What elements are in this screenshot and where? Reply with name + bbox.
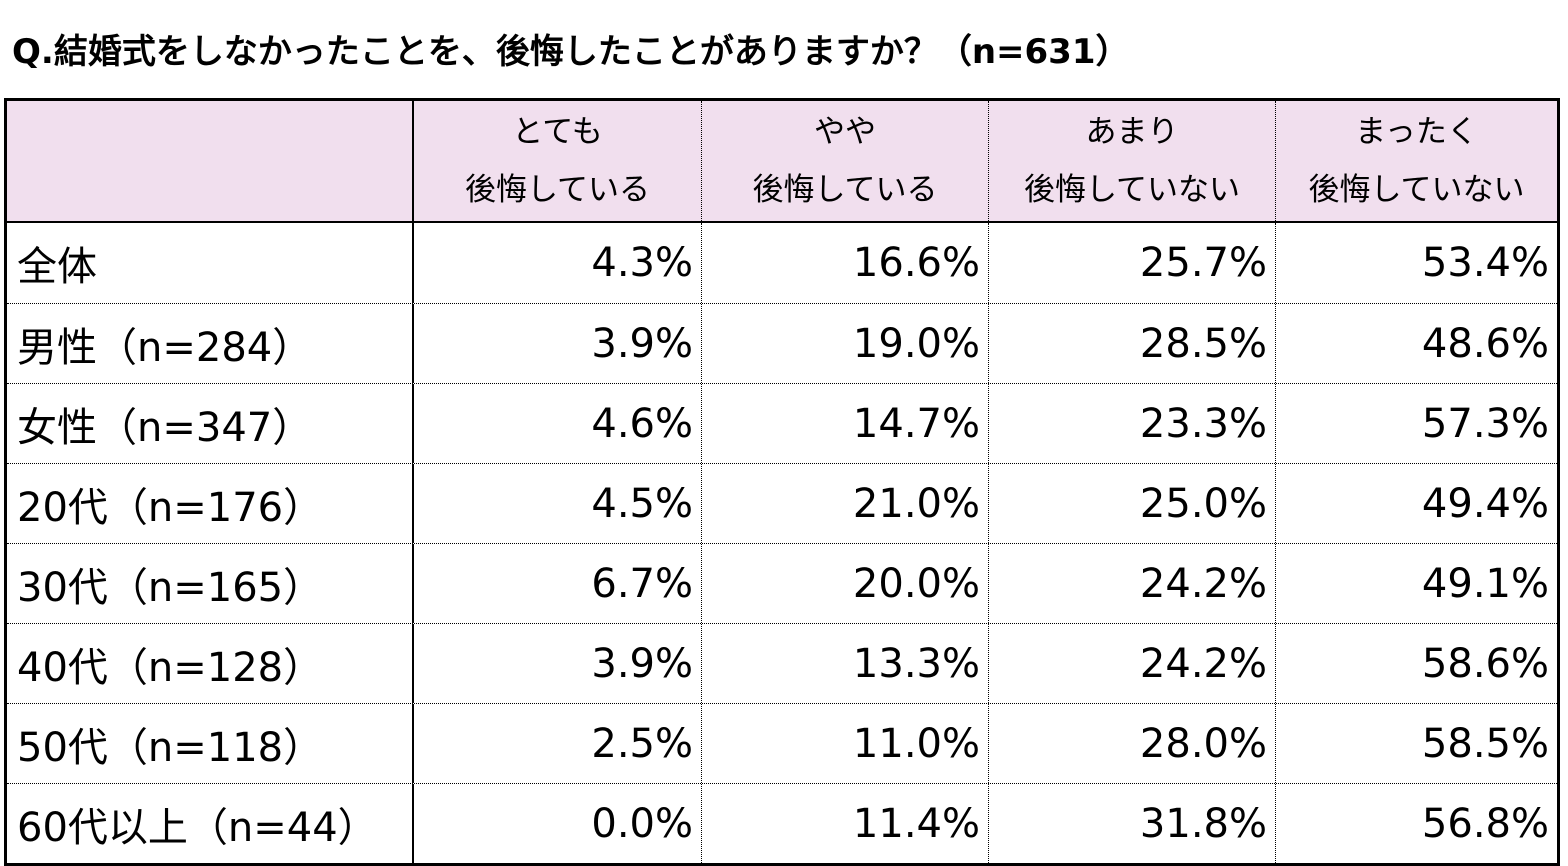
value-cell: 49.4% — [1275, 464, 1557, 543]
column-header-very-regret: とても 後悔している — [414, 101, 701, 221]
value-cell: 4.5% — [591, 480, 693, 527]
value-cell: 48.6% — [1275, 304, 1557, 383]
value-cell: 31.8% — [988, 784, 1275, 863]
column-header-line1: あまり — [1085, 114, 1179, 150]
value-cell: 3.9% — [591, 640, 693, 687]
column-header-line2: 後悔している — [464, 172, 651, 208]
value-cell: 53.4% — [1275, 223, 1557, 303]
value-cell: 49.1% — [1275, 544, 1557, 623]
results-table: とても 後悔している やや 後悔している あまり 後悔していない まったく 後悔… — [4, 98, 1560, 866]
row-label: 女性（n=347） — [7, 384, 414, 463]
value-cell: 25.0% — [988, 464, 1275, 543]
value-cell: 21.0% — [701, 464, 988, 543]
value-cell: 28.0% — [988, 704, 1275, 783]
column-header-no-regret: まったく 後悔していない — [1275, 101, 1557, 221]
value-cell: 4.6% — [591, 400, 693, 447]
value-cell: 11.4% — [701, 784, 988, 863]
column-header-line2: 後悔している — [752, 172, 938, 208]
row-label: 男性（n=284） — [7, 304, 414, 383]
value-cell: 58.6% — [1275, 624, 1557, 703]
column-header-line1: やや — [814, 114, 876, 150]
value-cell: 14.7% — [701, 384, 988, 463]
table-row: 60代以上（n=44） 0.0% 11.4% 31.8% 56.8% — [7, 783, 1557, 863]
value-cell: 0.0% — [591, 800, 693, 847]
value-cell: 57.3% — [1275, 384, 1557, 463]
value-cell: 16.6% — [701, 223, 988, 303]
value-cell: 6.7% — [591, 560, 693, 607]
value-cell: 56.8% — [1275, 784, 1557, 863]
row-label: 60代以上（n=44） — [7, 784, 414, 863]
value-cell: 24.2% — [988, 544, 1275, 623]
value-cell: 13.3% — [701, 624, 988, 703]
value-cell: 25.7% — [988, 223, 1275, 303]
table-row: 女性（n=347） 4.6% 14.7% 23.3% 57.3% — [7, 383, 1557, 463]
value-cell: 4.3% — [591, 240, 693, 286]
value-cell: 11.0% — [701, 704, 988, 783]
value-cell: 2.5% — [591, 720, 693, 767]
value-cell: 19.0% — [701, 304, 988, 383]
value-cell: 24.2% — [988, 624, 1275, 703]
header-corner-cell — [7, 101, 414, 221]
column-header-line2: 後悔していない — [1308, 172, 1525, 208]
table-row: 男性（n=284） 3.9% 19.0% 28.5% 48.6% — [7, 303, 1557, 383]
table-header-row: とても 後悔している やや 後悔している あまり 後悔していない まったく 後悔… — [7, 101, 1557, 223]
value-cell: 28.5% — [988, 304, 1275, 383]
table-row: 全体 4.3% 16.6% 25.7% 53.4% — [7, 223, 1557, 303]
column-header-line1: まったく — [1355, 114, 1478, 150]
page-title: Q.結婚式をしなかったことを、後悔したことがありますか？（n=631） — [12, 32, 1130, 72]
value-cell: 23.3% — [988, 384, 1275, 463]
row-label: 全体 — [7, 223, 414, 303]
row-label: 30代（n=165） — [7, 544, 414, 623]
table-row: 30代（n=165） 6.7% 20.0% 24.2% 49.1% — [7, 543, 1557, 623]
row-label: 40代（n=128） — [7, 624, 414, 703]
value-cell: 20.0% — [701, 544, 988, 623]
column-header-somewhat-regret: やや 後悔している — [701, 101, 988, 221]
value-cell: 3.9% — [591, 320, 693, 367]
column-header-line2: 後悔していない — [1023, 172, 1241, 208]
table-row: 20代（n=176） 4.5% 21.0% 25.0% 49.4% — [7, 463, 1557, 543]
row-label: 20代（n=176） — [7, 464, 414, 543]
table-row: 40代（n=128） 3.9% 13.3% 24.2% 58.6% — [7, 623, 1557, 703]
column-header-line1: とても — [512, 114, 603, 150]
row-label: 50代（n=118） — [7, 704, 414, 783]
table-row: 50代（n=118） 2.5% 11.0% 28.0% 58.5% — [7, 703, 1557, 783]
column-header-not-much-regret: あまり 後悔していない — [988, 101, 1275, 221]
value-cell: 58.5% — [1275, 704, 1557, 783]
